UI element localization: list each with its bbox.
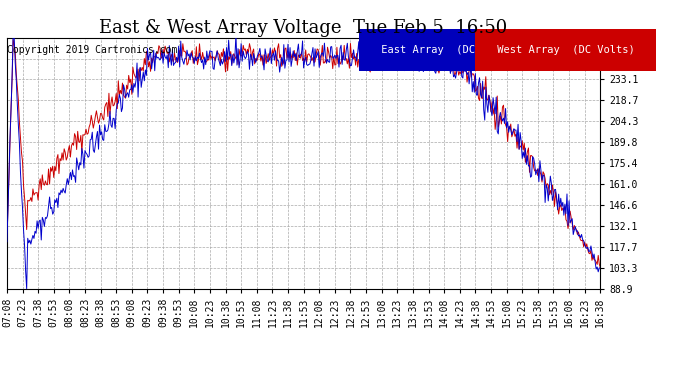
- Title: East & West Array Voltage  Tue Feb 5  16:50: East & West Array Voltage Tue Feb 5 16:5…: [99, 20, 508, 38]
- Text: West Array  (DC Volts): West Array (DC Volts): [491, 45, 640, 55]
- Text: Copyright 2019 Cartronics.com: Copyright 2019 Cartronics.com: [8, 45, 178, 55]
- Text: East Array  (DC Volts): East Array (DC Volts): [375, 45, 525, 55]
